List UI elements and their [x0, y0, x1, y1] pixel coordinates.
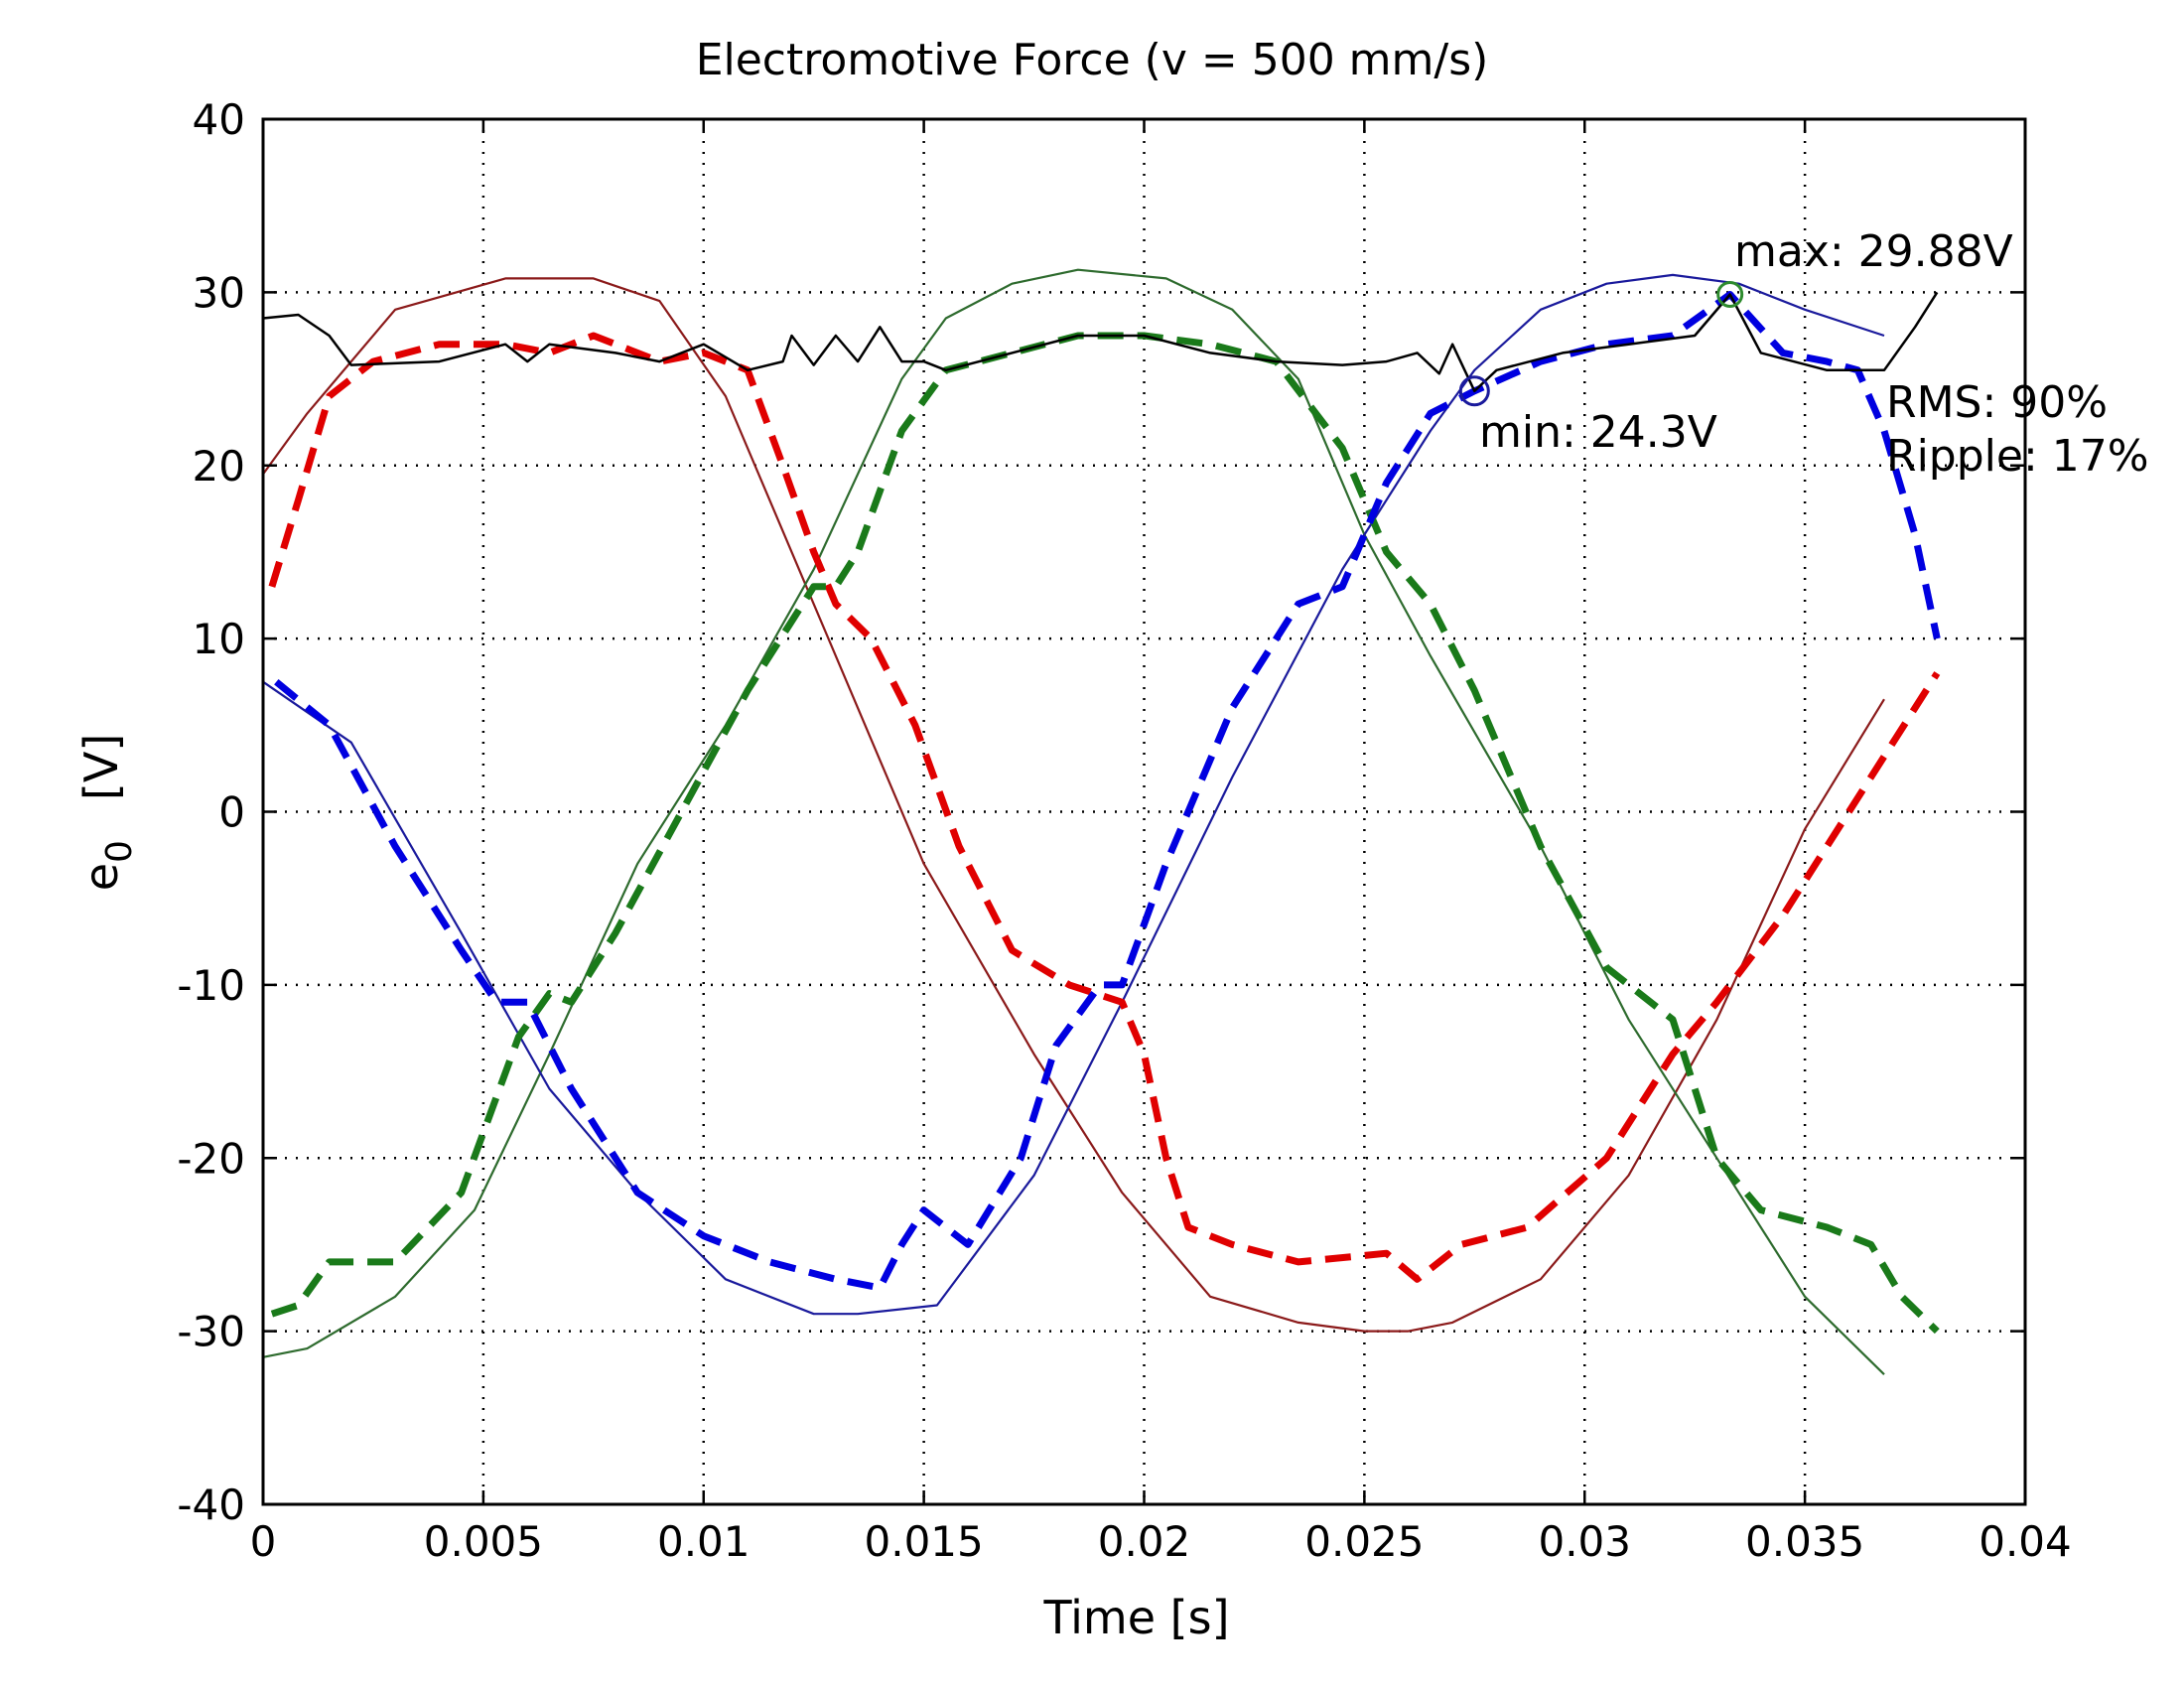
series-envelope	[262, 291, 1939, 393]
y-tick-labels: -40 -30 -20 -10 0 10 20 30 40	[177, 95, 245, 1529]
y-tick-label: 10	[193, 615, 245, 663]
x-tick-label: 0.02	[1098, 1517, 1191, 1566]
max-marker	[1716, 280, 1744, 308]
series-blue-dashed	[274, 291, 1941, 1292]
x-tick-label: 0.03	[1538, 1517, 1631, 1566]
x-tick-label: 0.005	[424, 1517, 543, 1566]
y-axis-label-text: e0 [V]	[74, 734, 140, 892]
y-axis-label-unit: [V]	[74, 734, 128, 800]
y-tick-label: -20	[177, 1134, 245, 1183]
x-tick-label: 0.035	[1745, 1517, 1864, 1566]
y-tick-label: 40	[193, 95, 245, 144]
y-axis-label-main: e	[74, 863, 128, 891]
y-axis-label: e0 [V]	[74, 734, 140, 892]
x-tick-label: 0.04	[1979, 1517, 2072, 1566]
annotation-layer: max: 29.88V min: 24.3V RMS: 90% Ripple: …	[1458, 226, 2149, 482]
ticks	[261, 117, 2027, 1506]
series-red-smooth	[262, 277, 1885, 1333]
y-tick-label: -40	[177, 1481, 245, 1529]
max-label: max: 29.88V	[1734, 226, 2013, 277]
x-tick-label: 0.025	[1304, 1517, 1424, 1566]
x-tick-labels: 0 0.005 0.01 0.015 0.02 0.025 0.03 0.035 0.04	[250, 1517, 2072, 1566]
chart-title: Electromotive Force (v = 500 mm/s)	[696, 35, 1489, 85]
x-tick-label: 0.01	[657, 1517, 751, 1566]
y-tick-label: 20	[193, 442, 245, 491]
series-layer	[262, 268, 1941, 1375]
ripple-label: Ripple: 17%	[1886, 431, 2149, 482]
x-tick-label: 0.015	[865, 1517, 984, 1566]
y-tick-label: 0	[218, 788, 245, 837]
y-tick-label: 30	[193, 268, 245, 317]
x-axis-label: Time [s]	[1042, 1591, 1229, 1644]
min-marker	[1458, 375, 1490, 407]
y-tick-label: -30	[177, 1308, 245, 1356]
y-axis-label-subscript: 0	[99, 840, 140, 863]
x-tick-label: 0	[250, 1517, 277, 1566]
y-tick-label: -10	[177, 961, 245, 1010]
rms-label: RMS: 90%	[1886, 377, 2108, 428]
min-label: min: 24.3V	[1479, 407, 1717, 458]
series-red-dashed	[268, 332, 1941, 1283]
